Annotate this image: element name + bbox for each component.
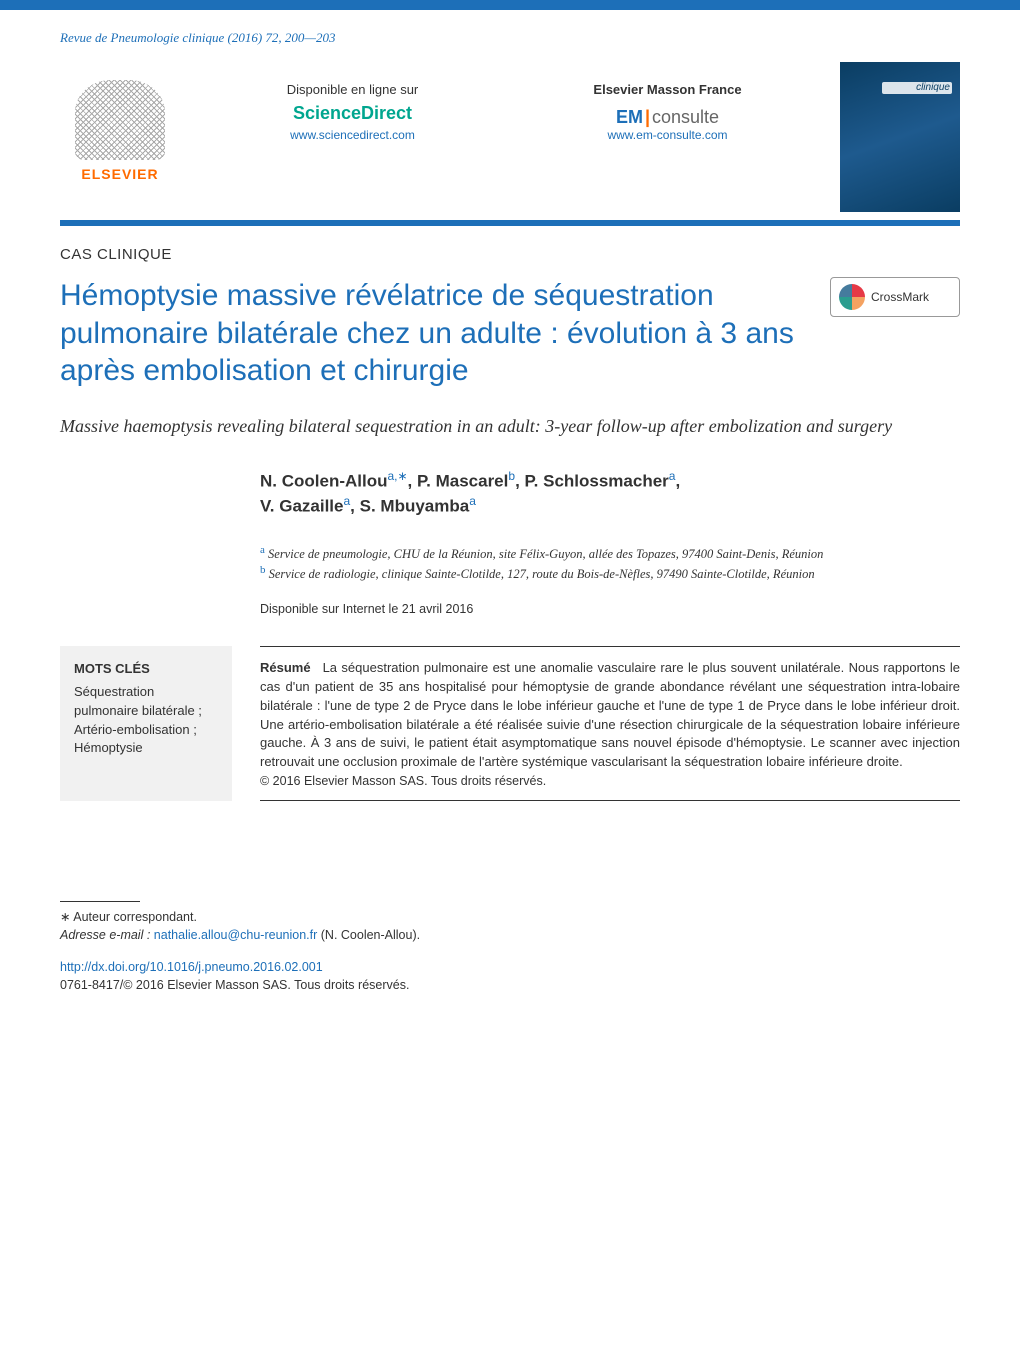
issn-copyright: 0761-8417/© 2016 Elsevier Masson SAS. To…: [60, 976, 960, 994]
elsevier-tree-icon: [75, 80, 165, 160]
title-row: Hémoptysie massive révélatrice de séques…: [60, 277, 960, 390]
author-name: , P. Mascarel: [408, 471, 509, 490]
top-accent-bar: [0, 0, 1020, 10]
abstract-copyright: © 2016 Elsevier Masson SAS. Tous droits …: [260, 774, 960, 788]
affiliation-b: b Service de radiologie, clinique Sainte…: [260, 563, 960, 584]
crossmark-label: CrossMark: [871, 290, 929, 304]
author-name: V. Gazaille: [260, 497, 343, 516]
footer: ∗ Auteur correspondant. Adresse e-mail :…: [0, 841, 1020, 1025]
em-text: EM: [616, 107, 643, 127]
journal-cover-thumbnail[interactable]: [840, 62, 960, 212]
available-online-label: Disponible en ligne sur: [210, 82, 495, 97]
author-name: , S. Mbuyamba: [350, 497, 469, 516]
consulte-text: consulte: [652, 107, 719, 127]
em-consulte-url[interactable]: www.em-consulte.com: [525, 128, 810, 142]
email-line: Adresse e-mail : nathalie.allou@chu-reun…: [60, 926, 960, 944]
header-row: ELSEVIER Disponible en ligne sur Science…: [60, 62, 960, 212]
author-name: , P. Schlossmacher: [515, 471, 669, 490]
crossmark-button[interactable]: CrossMark: [830, 277, 960, 317]
keywords-list: Séquestration pulmonaire bilatérale ; Ar…: [74, 683, 218, 758]
em-consulte-block: Elsevier Masson France EM|consulte www.e…: [525, 62, 810, 142]
abstract-column: RésuméLa séquestration pulmonaire est un…: [260, 646, 960, 801]
keywords-box: MOTS CLÉS Séquestration pulmonaire bilat…: [60, 646, 232, 801]
pipe-icon: |: [643, 107, 652, 127]
sciencedirect-block: Disponible en ligne sur ScienceDirect ww…: [210, 62, 495, 142]
author-email[interactable]: nathalie.allou@chu-reunion.fr: [154, 928, 317, 942]
article-subtitle-en: Massive haemoptysis revealing bilateral …: [60, 414, 960, 438]
em-consulte-logo[interactable]: EM|consulte: [525, 107, 810, 128]
aff-text: Service de radiologie, clinique Sainte-C…: [266, 568, 815, 582]
keywords-title: MOTS CLÉS: [74, 660, 218, 679]
sciencedirect-url[interactable]: www.sciencedirect.com: [210, 128, 495, 142]
aff-text: Service de pneumologie, CHU de la Réunio…: [265, 547, 823, 561]
abstract-body: La séquestration pulmonaire est une anom…: [260, 660, 960, 769]
abstract-top-rule: [260, 646, 960, 647]
elsevier-logo[interactable]: ELSEVIER: [60, 62, 180, 182]
header: Revue de Pneumologie clinique (2016) 72,…: [0, 10, 1020, 220]
elsevier-wordmark: ELSEVIER: [81, 166, 158, 182]
author-sep: ,: [675, 471, 680, 490]
affiliations: a Service de pneumologie, CHU de la Réun…: [260, 543, 960, 584]
journal-reference: Revue de Pneumologie clinique (2016) 72,…: [60, 30, 960, 46]
article-type: CAS CLINIQUE: [60, 246, 960, 263]
elsevier-masson-label: Elsevier Masson France: [525, 82, 810, 97]
abstract-lead: Résumé: [260, 660, 311, 675]
email-author-name: (N. Coolen-Allou).: [317, 928, 420, 942]
author-name: N. Coolen-Allou: [260, 471, 387, 490]
doi-link[interactable]: http://dx.doi.org/10.1016/j.pneumo.2016.…: [60, 958, 960, 976]
article-title: Hémoptysie massive révélatrice de séques…: [60, 277, 800, 390]
abstract-block: MOTS CLÉS Séquestration pulmonaire bilat…: [60, 646, 960, 801]
sciencedirect-logo[interactable]: ScienceDirect: [210, 103, 495, 124]
abstract-bottom-rule: [260, 800, 960, 801]
corresponding-author: ∗ Auteur correspondant.: [60, 908, 960, 926]
email-label: Adresse e-mail :: [60, 928, 150, 942]
author-aff-sup: a: [469, 494, 476, 508]
online-publication-date: Disponible sur Internet le 21 avril 2016: [260, 602, 960, 616]
author-aff-sup: a,∗: [387, 469, 407, 483]
footer-rule: [60, 901, 140, 902]
abstract-text: RésuméLa séquestration pulmonaire est un…: [260, 659, 960, 772]
affiliation-a: a Service de pneumologie, CHU de la Réun…: [260, 543, 960, 564]
article-content: CAS CLINIQUE Hémoptysie massive révélatr…: [0, 226, 1020, 841]
authors: N. Coolen-Alloua,∗, P. Mascarelb, P. Sch…: [260, 468, 960, 519]
crossmark-icon: [839, 284, 865, 310]
